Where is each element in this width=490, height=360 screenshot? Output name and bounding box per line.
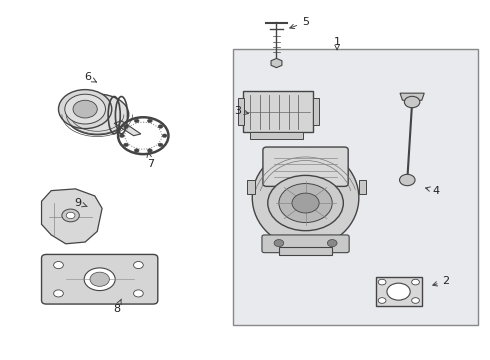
Circle shape — [279, 184, 332, 222]
Bar — [247, 180, 255, 194]
Circle shape — [66, 212, 75, 219]
Bar — [313, 99, 318, 125]
Text: 5: 5 — [290, 17, 309, 28]
FancyBboxPatch shape — [263, 147, 348, 186]
Text: 1: 1 — [334, 37, 341, 50]
Text: 3: 3 — [234, 106, 248, 116]
Circle shape — [53, 261, 63, 269]
Circle shape — [73, 100, 97, 118]
Circle shape — [387, 283, 410, 300]
Polygon shape — [271, 58, 282, 68]
Circle shape — [378, 298, 386, 303]
Circle shape — [134, 149, 139, 152]
Circle shape — [412, 279, 419, 285]
Bar — [233, 49, 478, 325]
Circle shape — [158, 143, 163, 147]
Circle shape — [327, 239, 337, 247]
Circle shape — [62, 209, 79, 222]
FancyBboxPatch shape — [262, 235, 349, 253]
Circle shape — [162, 134, 167, 138]
Text: 2: 2 — [433, 276, 450, 286]
Bar — [279, 247, 332, 255]
Bar — [359, 180, 366, 194]
Circle shape — [412, 298, 419, 303]
Circle shape — [404, 96, 420, 108]
Text: 9: 9 — [74, 198, 87, 208]
Circle shape — [147, 119, 152, 123]
Ellipse shape — [252, 148, 359, 247]
Circle shape — [399, 174, 415, 186]
Circle shape — [274, 239, 284, 247]
Circle shape — [378, 279, 386, 285]
Circle shape — [123, 143, 128, 147]
Circle shape — [134, 261, 143, 269]
Circle shape — [292, 193, 319, 213]
Circle shape — [134, 119, 139, 123]
Circle shape — [134, 290, 143, 297]
FancyBboxPatch shape — [42, 255, 158, 304]
Circle shape — [268, 175, 343, 231]
Text: 4: 4 — [426, 186, 440, 195]
Bar — [250, 132, 303, 139]
Circle shape — [123, 125, 128, 128]
Circle shape — [84, 268, 115, 291]
Bar — [243, 91, 313, 132]
Circle shape — [53, 290, 63, 297]
Polygon shape — [42, 189, 102, 244]
Circle shape — [120, 134, 124, 138]
Bar — [238, 99, 244, 125]
Polygon shape — [400, 93, 424, 100]
Circle shape — [158, 125, 163, 128]
Circle shape — [147, 149, 152, 152]
Text: 6: 6 — [84, 72, 97, 82]
Polygon shape — [114, 121, 141, 136]
Circle shape — [90, 272, 109, 286]
Ellipse shape — [66, 94, 129, 135]
Text: 7: 7 — [147, 153, 154, 169]
Text: 8: 8 — [113, 299, 122, 314]
Circle shape — [58, 90, 112, 129]
Circle shape — [65, 94, 105, 124]
Bar — [376, 278, 422, 306]
